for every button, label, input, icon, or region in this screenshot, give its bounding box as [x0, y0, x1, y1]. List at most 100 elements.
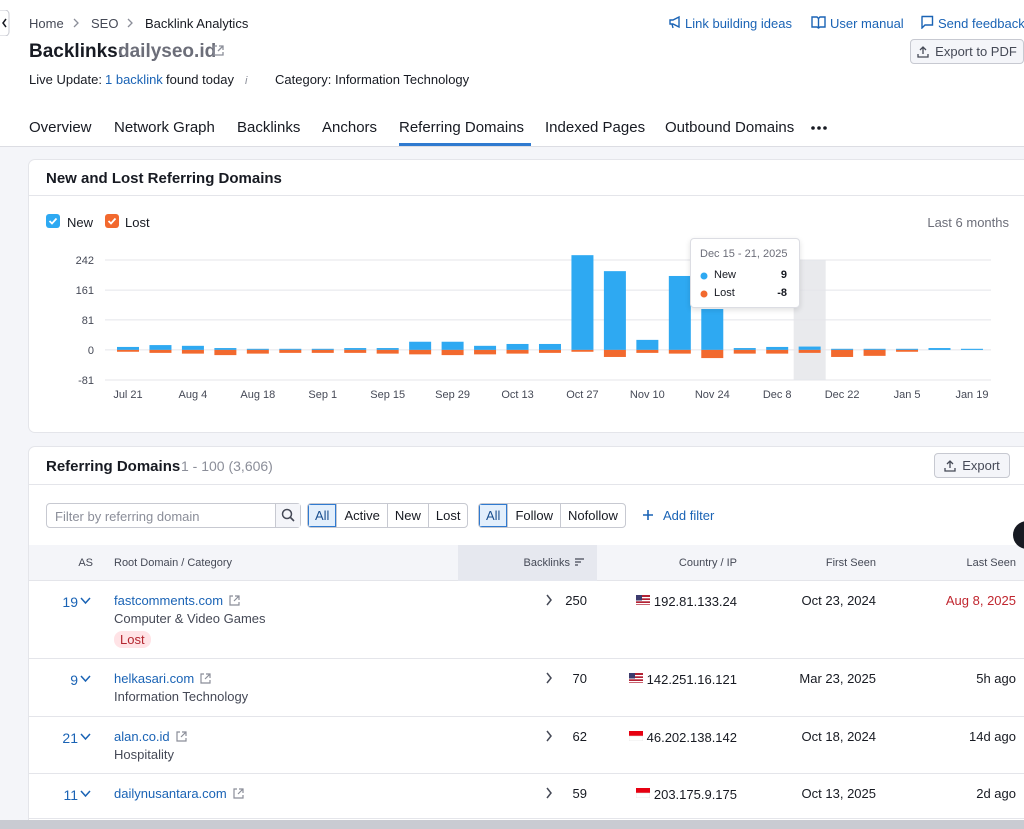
export-button[interactable]: Export	[934, 453, 1010, 478]
column-header[interactable]: Country / IP	[678, 557, 737, 569]
filter-option[interactable]: New	[388, 504, 429, 527]
tab[interactable]: Outbound Domains	[665, 119, 795, 136]
external-link-icon	[200, 673, 211, 684]
flag-part	[635, 595, 642, 601]
x-tick-label: Aug 4	[179, 389, 208, 401]
filter-option[interactable]: Follow	[508, 504, 562, 527]
tab[interactable]: Referring Domains	[399, 119, 525, 136]
breadcrumb[interactable]: Home	[29, 16, 64, 31]
authority-score[interactable]: 9	[70, 672, 78, 688]
scrollbar[interactable]	[0, 820, 1024, 829]
expand-icon[interactable]	[80, 675, 91, 683]
bar	[538, 349, 561, 353]
column-header[interactable]: Last Seen	[966, 557, 1016, 569]
breadcrumb[interactable]: SEO	[91, 16, 119, 31]
page-domain[interactable]: dailyseo.id	[118, 41, 217, 62]
column-header[interactable]: Root Domain / Category	[114, 557, 232, 569]
add-filter[interactable]: Add filter	[663, 508, 715, 523]
authority-score[interactable]: 19	[62, 594, 78, 610]
flag-part	[628, 731, 643, 736]
domain-link[interactable]: alan.co.id	[114, 729, 170, 744]
sorted-column	[458, 545, 597, 581]
first-seen: Mar 23, 2025	[799, 671, 876, 686]
more-tabs[interactable]	[810, 124, 828, 132]
column-header[interactable]: Backlinks	[523, 557, 570, 569]
bar	[831, 349, 854, 357]
legend-label: Lost	[125, 215, 150, 230]
domain-link[interactable]: fastcomments.com	[114, 593, 224, 608]
filter-option[interactable]: Active	[337, 504, 388, 527]
domain-link[interactable]: helkasari.com	[114, 671, 195, 686]
last-seen: Aug 8, 2025	[945, 593, 1016, 608]
bar	[344, 349, 367, 353]
tooltip-name: New	[714, 269, 737, 281]
bar	[181, 349, 204, 354]
legend-label: New	[67, 215, 94, 230]
category: Category: Information Technology	[275, 72, 470, 87]
expand-backlinks[interactable]	[545, 594, 553, 606]
last-seen: 5h ago	[976, 671, 1016, 686]
expand-icon[interactable]	[80, 790, 91, 798]
filter-option[interactable]: Lost	[435, 508, 461, 523]
table-row: 9 helkasari.com Information Technology 70 14…	[29, 659, 1024, 717]
expand-icon[interactable]	[80, 597, 91, 605]
filter-option[interactable]: All	[479, 504, 509, 527]
live-update-link[interactable]: 1 backlink	[105, 72, 163, 87]
x-tick-label: Jul 21	[113, 389, 142, 401]
column-header[interactable]: AS	[78, 557, 93, 569]
tooltip-dot	[700, 290, 708, 298]
expand-backlinks[interactable]	[545, 672, 553, 684]
ip-address: 192.81.133.24	[653, 594, 737, 609]
legend-checkbox[interactable]	[46, 214, 60, 228]
bar	[506, 343, 529, 350]
tab[interactable]: Network Graph	[114, 119, 215, 136]
side-toggle[interactable]	[0, 10, 10, 36]
active-tab-indicator	[399, 143, 531, 146]
first-seen: Oct 13, 2025	[801, 786, 876, 801]
bar	[279, 348, 302, 350]
flag-part	[628, 735, 643, 741]
svg-text:i: i	[245, 75, 248, 87]
side-widget[interactable]	[1012, 520, 1024, 550]
tooltip-dot	[700, 272, 708, 280]
status-tag: Lost	[114, 631, 151, 648]
search-button[interactable]	[275, 504, 300, 527]
user-manual[interactable]: User manual	[830, 16, 904, 31]
export-label: Export	[962, 458, 1000, 473]
flag	[628, 673, 643, 683]
link-building-ideas[interactable]: Link building ideas	[685, 16, 792, 31]
expand-icon[interactable]	[80, 733, 91, 741]
expand-backlinks[interactable]	[545, 730, 553, 742]
expand-backlinks[interactable]	[545, 787, 553, 799]
export-pdf-button[interactable]: Export to PDF	[910, 39, 1024, 64]
send-feedback[interactable]: Send feedback	[938, 16, 1024, 31]
bar	[798, 349, 821, 353]
last-seen: 14d ago	[969, 729, 1016, 744]
flag-part	[628, 681, 643, 683]
column-header[interactable]: First Seen	[825, 557, 876, 569]
bar	[246, 349, 269, 354]
bar	[214, 349, 237, 356]
sort-icon[interactable]	[574, 557, 585, 567]
bar	[311, 349, 334, 353]
tab[interactable]: Backlinks	[237, 119, 301, 136]
flag-part	[628, 678, 643, 680]
bar	[766, 349, 789, 354]
tab[interactable]: Anchors	[322, 119, 378, 136]
legend-checkbox[interactable]	[105, 214, 119, 228]
domain-link[interactable]: dailynusantara.com	[114, 786, 227, 801]
table-row: 19 fastcomments.com Computer & Video Games…	[29, 581, 1024, 659]
authority-score[interactable]: 21	[62, 730, 78, 746]
ip-address: 46.202.138.142	[646, 730, 737, 745]
period[interactable]: Last 6 months	[927, 215, 1009, 230]
authority-score[interactable]: 11	[63, 787, 78, 803]
flag-part	[628, 675, 643, 677]
bar	[701, 309, 724, 350]
filter-option[interactable]: Nofollow	[568, 508, 618, 523]
filter-input[interactable]: Filter by referring domain	[46, 503, 301, 528]
filter-option[interactable]: All	[308, 504, 338, 527]
tab[interactable]: Overview	[29, 119, 92, 136]
tab[interactable]: Indexed Pages	[545, 119, 646, 136]
info-icon[interactable]: i	[243, 73, 251, 87]
